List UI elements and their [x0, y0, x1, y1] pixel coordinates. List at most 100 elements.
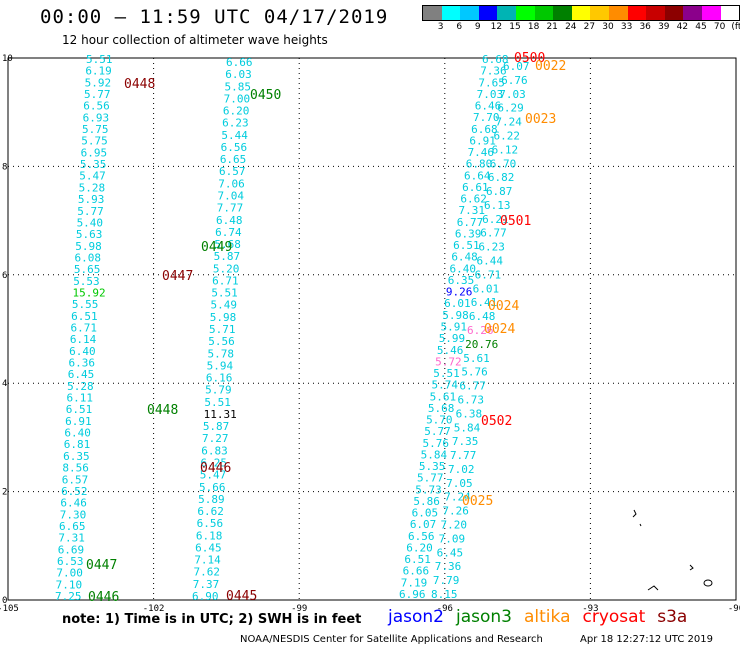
wave-height-value: 6.46	[475, 100, 502, 113]
y-axis-tick-label: 4	[2, 379, 7, 389]
pass-time-label: 0024	[488, 299, 519, 314]
wave-height-value: 6.81	[64, 438, 90, 451]
wave-height-value: 6.16	[206, 372, 233, 385]
wave-height-value: 6.64	[464, 169, 491, 182]
pass-time-label: 0447	[162, 269, 193, 284]
wave-height-value: 6.20	[223, 105, 250, 118]
color-swatch	[423, 6, 442, 20]
wave-height-value: 5.66	[199, 481, 226, 494]
x-axis-tick-label: -96	[437, 604, 453, 614]
wave-height-value: 6.51	[404, 553, 431, 566]
wave-height-value: 5.53	[73, 275, 100, 288]
wave-height-value: 5.47	[200, 469, 227, 482]
wave-height-value: 6.12	[492, 143, 519, 156]
wave-height-value: 5.51	[211, 287, 238, 300]
wave-height-value: 5.75	[82, 123, 109, 136]
pass-time-label: 0449	[201, 240, 232, 255]
wave-height-value: 6.62	[197, 505, 224, 518]
wave-height-value: 5.99	[439, 332, 466, 345]
wave-height-value: 6.25	[201, 457, 228, 470]
wave-height-value: 6.51	[66, 403, 93, 416]
wave-height-value: 6.05	[412, 507, 439, 520]
wave-height-value: 5.87	[203, 420, 230, 433]
wave-height-value: 7.36	[480, 65, 507, 78]
wave-height-value: 7.62	[194, 566, 221, 579]
color-scale-label: 45	[695, 22, 707, 32]
wave-height-value: 5.51	[204, 396, 231, 409]
pass-time-label: 0501	[500, 214, 531, 229]
color-scale-label: 12	[490, 22, 503, 32]
credit-timestamp: Apr 18 12:27:12 UTC 2019	[580, 634, 713, 645]
wave-height-value: 6.53	[57, 555, 84, 568]
y-axis-tick-label: 6	[2, 271, 7, 281]
wave-height-value: 5.77	[84, 88, 111, 101]
wave-height-value: 6.95	[81, 146, 108, 159]
color-swatch	[460, 6, 479, 20]
legend-jason3: jason3	[456, 607, 512, 627]
x-axis-tick-label: -93	[582, 604, 598, 614]
wave-height-value: 6.66	[403, 565, 430, 578]
wave-height-value: 7.05	[446, 477, 473, 490]
y-axis-tick-label: 2	[2, 488, 7, 498]
wave-height-value: 6.65	[59, 520, 86, 533]
wave-height-value: 6.56	[197, 517, 224, 530]
coastline-fragment	[689, 564, 694, 571]
wave-height-value: 6.76	[501, 74, 527, 87]
wave-height-value: 7.19	[401, 576, 428, 589]
wave-height-value: 5.92	[85, 76, 112, 89]
wave-height-value: 6.07	[410, 518, 437, 531]
wave-height-value: 5.74	[431, 379, 458, 392]
wave-height-value: 6.93	[83, 111, 110, 124]
wave-height-value: 6.56	[408, 530, 435, 543]
color-scale-label: 18	[527, 22, 540, 32]
pass-time-label: 0023	[525, 112, 556, 127]
wave-height-value: 7.31	[459, 204, 486, 217]
wave-height-value: 6.57	[62, 473, 89, 486]
color-scale-label: 3	[437, 22, 444, 32]
coastline-fragment	[647, 585, 659, 591]
wave-height-value: 6.52	[61, 485, 88, 498]
wave-height-value: 5.61	[430, 390, 457, 403]
pass-time-label: 0446	[200, 461, 231, 476]
wave-height-value: 6.03	[225, 68, 252, 81]
wave-height-value: 6.71	[71, 322, 98, 335]
wave-height-value: 7.10	[56, 578, 83, 591]
wave-height-value: 6.68	[471, 123, 498, 136]
wave-height-value: 5.91	[441, 321, 468, 334]
wave-height-value: 5.44	[221, 129, 248, 142]
wave-height-value: 6.71	[475, 268, 502, 281]
wave-height-value: 5.94	[207, 359, 234, 372]
wave-height-value: 6.19	[85, 65, 112, 78]
color-swatch	[497, 6, 516, 20]
pass-time-label: 0500	[514, 51, 545, 66]
wave-height-value: 5.51	[433, 367, 460, 380]
wave-height-value: 5.68	[428, 402, 455, 415]
color-scale-label: 70	[713, 22, 726, 32]
wave-height-value: 6.26	[467, 324, 494, 337]
pass-time-label: 0022	[535, 59, 566, 74]
wave-height-value: 6.56	[83, 100, 110, 113]
wave-height-value: 5.61	[463, 352, 490, 365]
wave-height-value: 6.61	[462, 181, 489, 194]
pass-time-label: 0450	[250, 88, 281, 103]
wave-height-value: 6.56	[221, 141, 248, 154]
wave-height-value: 5.20	[213, 262, 240, 275]
wave-height-value: 7.00	[56, 567, 83, 580]
wave-height-value: 6.40	[64, 427, 91, 440]
color-scale-label: 6	[456, 22, 463, 32]
wave-height-value: 5.28	[79, 181, 106, 194]
x-axis-tick-label: -102	[143, 604, 165, 614]
wave-height-value: 5.35	[419, 460, 446, 473]
y-axis-tick-label: 0	[2, 596, 7, 606]
wave-height-value: 6.77	[480, 227, 507, 240]
wave-height-value: 6.74	[215, 226, 242, 239]
color-swatch	[590, 6, 609, 20]
color-scale-label: 27	[583, 22, 596, 32]
wave-height-value: 6.73	[458, 393, 485, 406]
wave-height-value: 7.36	[435, 560, 462, 573]
wave-height-value: 5.56	[208, 335, 235, 348]
wave-height-value: 6.20	[406, 541, 433, 554]
color-scale-label: 33	[620, 22, 633, 32]
color-swatch	[571, 6, 591, 20]
wave-height-value: 5.75	[81, 135, 108, 148]
